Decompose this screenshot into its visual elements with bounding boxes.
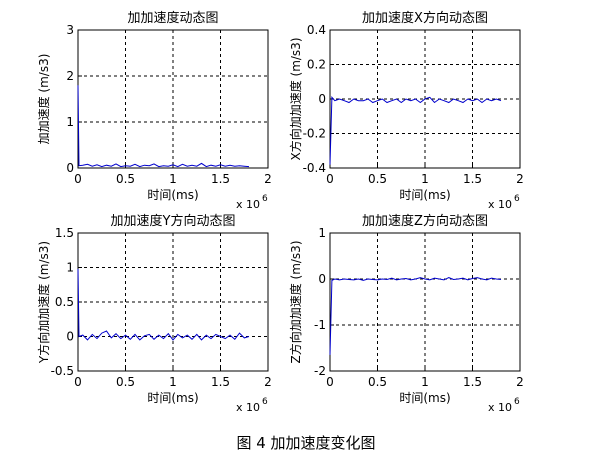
y-tick-label: 0: [318, 92, 326, 106]
chart-title: 加加速度Y方向动态图: [111, 213, 236, 229]
x-axis-exponent: x 10: [236, 401, 260, 414]
x-tick-label: 0.5: [368, 172, 387, 186]
x-tick-label: 1.5: [211, 172, 230, 186]
series-line: [329, 277, 502, 355]
y-tick-label: -0.2: [303, 127, 326, 141]
x-tick-label: 1: [169, 172, 177, 186]
x-axis-label: 时间(ms): [399, 391, 450, 405]
y-tick-label: 2: [66, 69, 74, 83]
x-axis-exponent: x 10: [488, 401, 512, 414]
chart-2: 0 0.5 1 1.5 2 -0.4 -0.2 0 0.2 0.4 加加速度X方向动态图时间(ms)…: [288, 10, 524, 211]
y-axis-label: Z方向加加速度 (m/s3): [288, 240, 303, 363]
x-tick-label: 2: [264, 172, 272, 186]
y-axis-label: 加加速度 (m/s3): [36, 54, 51, 145]
x-tick-label: 0: [326, 172, 334, 186]
x-axis-exponent-power: 6: [262, 194, 268, 204]
x-tick-label: 1: [421, 172, 429, 186]
x-tick-label: 1.5: [463, 172, 482, 186]
y-tick-label: 3: [66, 23, 74, 37]
x-tick-label: 1: [169, 375, 177, 389]
x-axis-label: 时间(ms): [399, 188, 450, 202]
x-axis-label: 时间(ms): [147, 391, 198, 405]
x-axis-exponent-power: 6: [262, 397, 268, 407]
x-tick-label: 1: [421, 375, 429, 389]
x-tick-label: 2: [264, 375, 272, 389]
y-tick-label: 0.2: [307, 58, 326, 72]
y-tick-label: -0.5: [51, 364, 74, 378]
x-tick-label: 2: [516, 375, 524, 389]
y-tick-label: -0.4: [303, 161, 326, 175]
y-tick-label: 0: [66, 161, 74, 175]
y-tick-label: 1.5: [55, 226, 74, 240]
y-axis-label: Y方向加加速度 (m/s3): [36, 241, 51, 364]
y-tick-label: 0.5: [55, 295, 74, 309]
x-tick-label: 0: [74, 172, 82, 186]
figure-caption-wrap: 图 4 加加速度变化图: [0, 432, 612, 453]
chart-title: 加加速度动态图: [127, 10, 218, 26]
y-tick-label: 1: [66, 261, 74, 275]
y-tick-label: -2: [314, 364, 326, 378]
y-axis-label: X方向加加速度 (m/s3): [288, 37, 303, 160]
x-axis-label: 时间(ms): [147, 188, 198, 202]
y-tick-label: 1: [318, 226, 326, 240]
series-line: [77, 268, 250, 341]
x-tick-label: 1.5: [463, 375, 482, 389]
y-tick-label: 0.4: [307, 23, 326, 37]
x-tick-label: 0.5: [368, 375, 387, 389]
x-tick-label: 0: [74, 375, 82, 389]
chart-title: 加加速度Z方向动态图: [362, 213, 488, 229]
y-tick-label: 1: [66, 115, 74, 129]
y-tick-label: -1: [314, 318, 326, 332]
x-tick-label: 0: [326, 375, 334, 389]
x-tick-label: 2: [516, 172, 524, 186]
chart-title: 加加速度X方向动态图: [362, 10, 488, 26]
x-axis-exponent-power: 6: [514, 194, 520, 204]
series-line: [329, 95, 502, 165]
x-tick-label: 0.5: [116, 375, 135, 389]
x-axis-exponent-power: 6: [514, 397, 520, 407]
y-tick-label: 0: [318, 272, 326, 286]
x-tick-label: 0.5: [116, 172, 135, 186]
x-tick-label: 1.5: [211, 375, 230, 389]
figure-caption: 图 4 加加速度变化图: [236, 434, 376, 452]
x-axis-exponent: x 10: [488, 198, 512, 211]
series-line: [77, 85, 250, 168]
y-tick-label: 0: [66, 330, 74, 344]
x-axis-exponent: x 10: [236, 198, 260, 211]
